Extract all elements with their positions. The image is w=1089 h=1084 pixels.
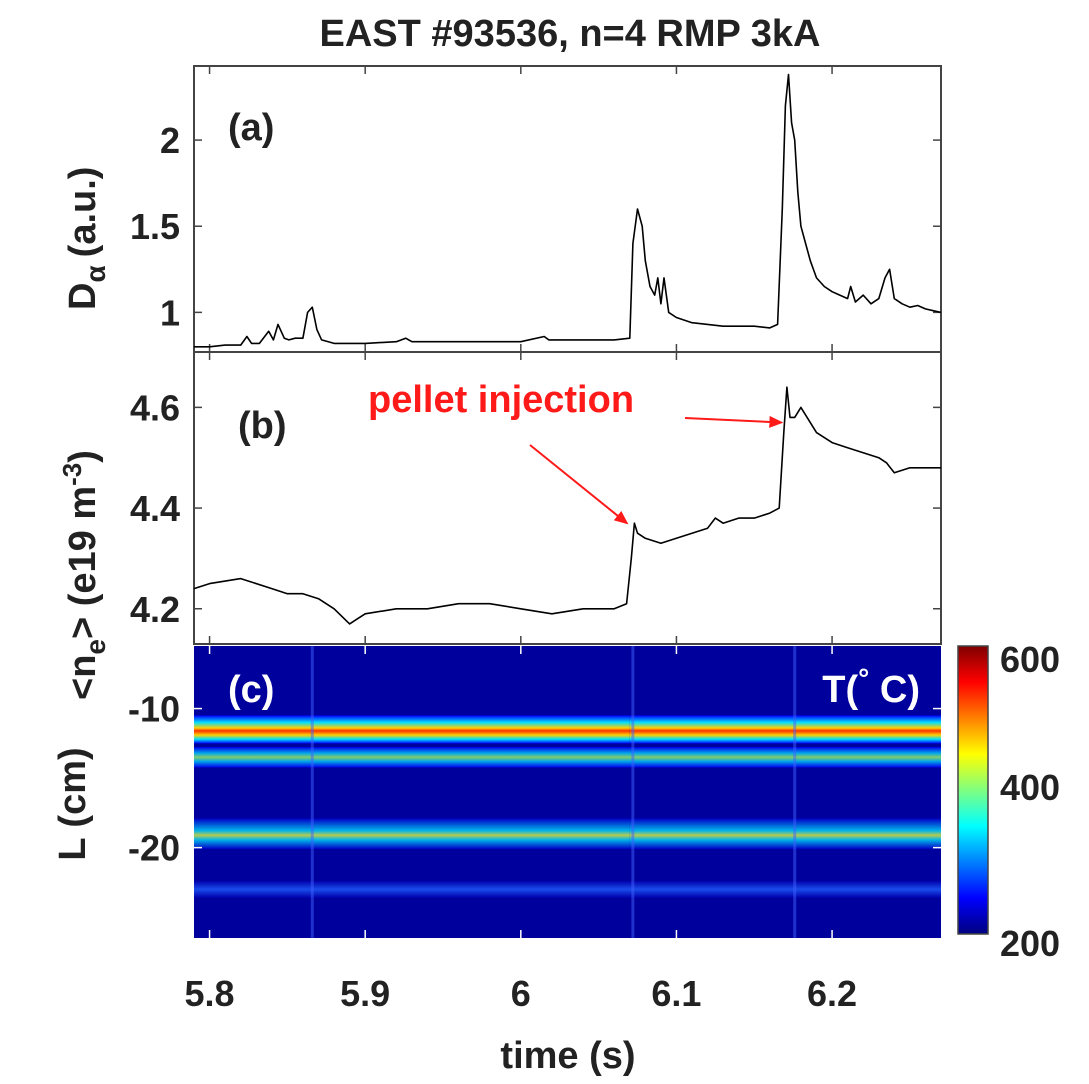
- panel-b-y-axis-label: <ne> (e19 m-3): [57, 450, 111, 700]
- heatmap-band: [194, 818, 630, 850]
- panel-b-ylabel-sup: -3: [57, 463, 87, 486]
- colorbar: 600 400 200: [957, 639, 1060, 964]
- panel-c-ticks: [194, 646, 941, 938]
- panel-c-label: (c): [228, 669, 274, 711]
- panel-a-y-tick-label: 1: [160, 292, 180, 333]
- panel-b-ylabel-unit: > (e19 m: [62, 486, 104, 639]
- heatmap-bands: [194, 646, 941, 938]
- x-tick-label: 5.8: [185, 973, 235, 1014]
- x-axis-label: time (s): [500, 1035, 635, 1077]
- panel-b-frame: [193, 351, 942, 645]
- x-tick-label: 6.2: [807, 973, 857, 1014]
- pellet-injection-annotation: pellet injection: [368, 379, 634, 421]
- panel-a: 11.52 (a) Dα(a.u.): [62, 65, 942, 353]
- colorbar-gradient: [957, 645, 989, 935]
- panel-a-y-tick-label: 1.5: [130, 206, 180, 247]
- panel-c-y-tick-labels: -10 -20: [128, 689, 180, 869]
- panel-a-y-tick-labels: 11.52: [130, 120, 180, 333]
- panel-b-y-tick-label: 4.4: [130, 488, 180, 529]
- x-tick-label: 5.9: [340, 973, 390, 1014]
- colorbar-tick-label: 400: [1000, 767, 1060, 808]
- panel-b-ylabel-main: <n: [62, 655, 104, 700]
- pellet-arrow-2: [684, 415, 784, 428]
- panel-a-y-axis-label: Dα (a.u.): [62, 167, 111, 310]
- heatmap-band: [194, 715, 630, 744]
- panel-b-y-tick-labels: 4.2 4.4 4.6: [130, 387, 180, 629]
- panel-a-frame: [193, 65, 942, 353]
- colorbar-tick-label: 200: [1000, 923, 1060, 964]
- panel-a-ylabel-unit: (a.u.): [62, 167, 104, 258]
- chart-title: EAST #93536, n=4 RMP 3kA: [320, 13, 821, 55]
- heatmap-band: [629, 715, 941, 744]
- temp-label-degree: °: [858, 663, 869, 694]
- heatmap-band: [629, 818, 941, 850]
- panel-c: -10 -20 (c) T(° C) L (cm): [52, 646, 941, 938]
- ne-series-line: [193, 386, 941, 625]
- pellet-arrow-1: [529, 444, 629, 525]
- panel-a-label: (a): [228, 107, 274, 149]
- d-alpha-series-line: [194, 73, 942, 348]
- panel-b-ticks: [194, 352, 941, 644]
- panel-c-temperature-label: T(° C): [822, 663, 920, 711]
- colorbar-tick-label: 600: [1000, 639, 1060, 680]
- temp-label-prefix: T(: [822, 669, 858, 711]
- panel-a-ylabel-sub: α: [80, 265, 111, 282]
- panel-b-y-tick-label: 4.6: [130, 387, 180, 428]
- panel-b: 4.2 4.4 4.6 (b) pellet injection <ne> (e19…: [57, 351, 942, 700]
- panel-c-y-tick-label: -20: [128, 828, 180, 869]
- panel-b-y-tick-label: 4.2: [130, 589, 180, 630]
- panel-a-ylabel-main: D: [62, 283, 104, 310]
- x-tick-label: 6: [511, 973, 531, 1014]
- panel-c-y-tick-label: -10: [128, 689, 180, 730]
- panel-b-label: (b): [238, 405, 287, 447]
- panel-c-y-axis-label: L (cm): [52, 747, 94, 860]
- heatmap-band: [194, 880, 941, 898]
- panel-b-ylabel-sub: e: [80, 639, 111, 655]
- x-tick-label: 6.1: [651, 973, 701, 1014]
- temp-label-suffix: C): [869, 669, 920, 711]
- x-tick-labels: 5.8 5.9 6 6.1 6.2: [185, 973, 858, 1014]
- panel-b-ylabel-close: ): [62, 450, 104, 463]
- heatmap-band: [194, 747, 941, 768]
- panel-a-y-tick-label: 2: [160, 120, 180, 161]
